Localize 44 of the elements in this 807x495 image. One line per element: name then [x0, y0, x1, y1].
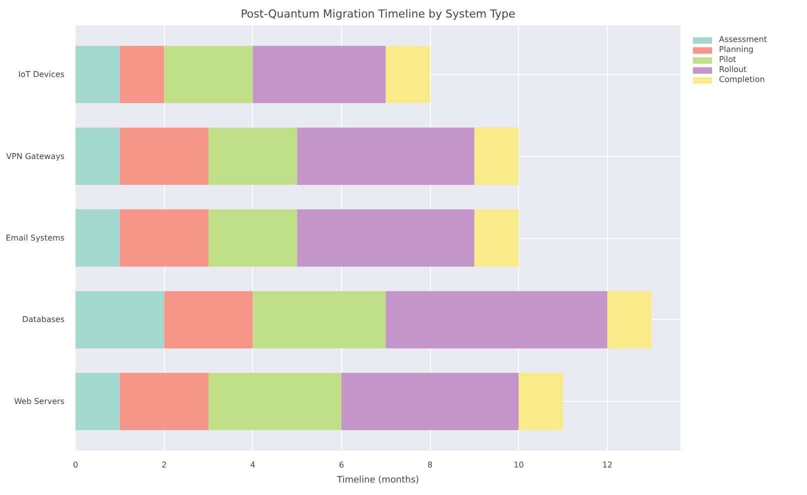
x-tick-label: 12: [602, 460, 612, 470]
y-tick-label: Web Servers: [14, 396, 65, 406]
x-tick-label: 10: [514, 460, 524, 470]
x-tick-label: 8: [428, 460, 433, 470]
legend-label: Assessment: [719, 35, 767, 44]
bar: [297, 128, 474, 185]
bar: [164, 46, 253, 104]
bar: [208, 128, 298, 185]
bar: [474, 128, 519, 185]
bar: [607, 291, 652, 348]
y-tick-label: Databases: [22, 315, 65, 324]
bar: [208, 372, 342, 430]
bar: [120, 209, 208, 267]
bar: [474, 209, 519, 267]
bar: [76, 209, 120, 267]
bar: [518, 372, 564, 430]
x-tick-label: 0: [72, 460, 78, 470]
bar: [76, 291, 164, 348]
bar: [164, 291, 253, 348]
x-axis-title: Timeline (months): [336, 476, 420, 486]
chart-title: Post-Quantum Migration Timeline by System Type: [240, 8, 516, 20]
y-tick-label: VPN Gateways: [6, 152, 65, 161]
bar: [341, 372, 519, 430]
bar: [208, 209, 298, 267]
bar: [76, 128, 120, 185]
legend-label: Completion: [719, 75, 765, 84]
x-tick-label: 4: [250, 460, 256, 470]
y-tick-label: IoT Devices: [18, 70, 65, 80]
bar: [297, 209, 474, 267]
bar: [120, 128, 208, 185]
bar: [120, 372, 208, 430]
bar: [252, 291, 386, 348]
bar: [386, 291, 608, 348]
bar: [120, 46, 164, 104]
bar: [76, 372, 120, 430]
legend-label: Planning: [719, 45, 754, 54]
legend-label: Rollout: [719, 65, 747, 74]
x-tick-label: 2: [162, 460, 167, 470]
bar: [252, 46, 386, 104]
x-tick-label: 6: [338, 460, 344, 470]
bar: [386, 46, 430, 104]
y-tick-label: Email Systems: [6, 234, 65, 242]
bar: [76, 46, 120, 104]
legend-label: Pilot: [719, 55, 738, 64]
